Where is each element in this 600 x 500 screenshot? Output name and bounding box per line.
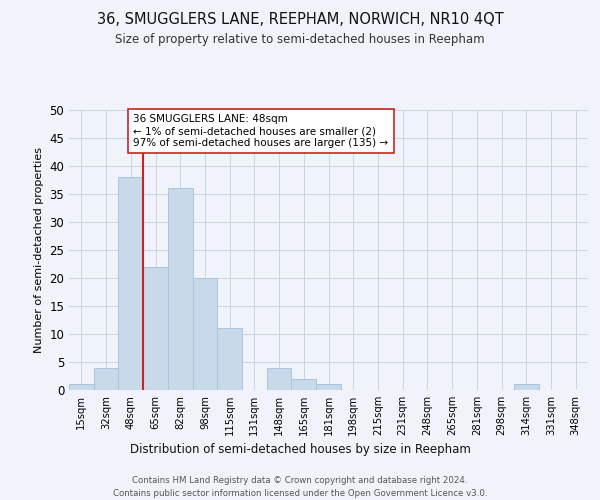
Text: 36, SMUGGLERS LANE, REEPHAM, NORWICH, NR10 4QT: 36, SMUGGLERS LANE, REEPHAM, NORWICH, NR… [97,12,503,28]
Bar [267,368,292,390]
Bar [143,267,168,390]
Bar [217,328,242,390]
Bar [292,379,316,390]
Bar [168,188,193,390]
Bar [118,177,143,390]
Bar [94,368,118,390]
Bar [514,384,539,390]
Bar [69,384,94,390]
Text: Size of property relative to semi-detached houses in Reepham: Size of property relative to semi-detach… [115,32,485,46]
Text: Distribution of semi-detached houses by size in Reepham: Distribution of semi-detached houses by … [130,442,470,456]
Y-axis label: Number of semi-detached properties: Number of semi-detached properties [34,147,44,353]
Text: 36 SMUGGLERS LANE: 48sqm
← 1% of semi-detached houses are smaller (2)
97% of sem: 36 SMUGGLERS LANE: 48sqm ← 1% of semi-de… [133,114,388,148]
Bar [193,278,217,390]
Text: Contains public sector information licensed under the Open Government Licence v3: Contains public sector information licen… [113,489,487,498]
Text: Contains HM Land Registry data © Crown copyright and database right 2024.: Contains HM Land Registry data © Crown c… [132,476,468,485]
Bar [316,384,341,390]
